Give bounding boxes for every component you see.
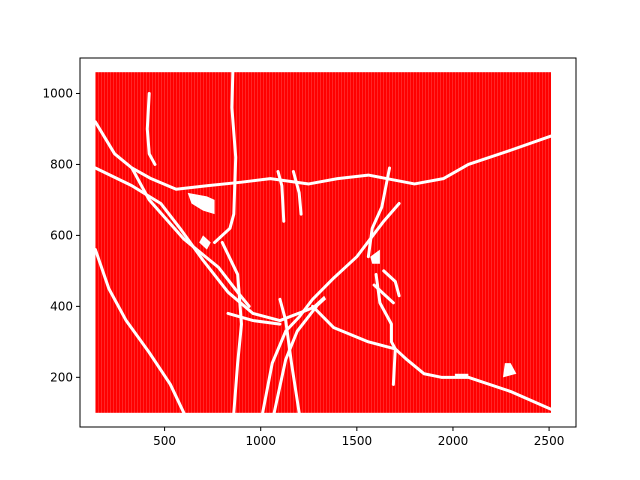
point-gap-blob [312,295,327,310]
point-gap-blob [454,373,469,378]
point-gap-path [226,311,282,326]
point-gap-blob [199,235,211,250]
point-gap-path [93,120,553,191]
point-gap-blob [370,249,380,264]
x-tick-label: 2000 [438,434,469,448]
x-tick-label: 1000 [245,434,276,448]
point-gap-path [382,269,401,298]
point-gap-path [372,283,395,305]
point-gap-path [374,272,397,386]
y-tick-label: 200 [50,370,73,384]
y-tick-label: 1000 [42,86,73,100]
x-tick-label: 1500 [342,434,373,448]
y-tick-label: 800 [50,157,73,171]
y-tick-label: 400 [50,299,73,313]
scatter-layer [95,72,552,413]
x-tick-label: 500 [153,434,176,448]
point-gap-path [145,91,157,166]
point-gap-path [261,201,401,415]
scatter-points [95,72,552,413]
point-gap-path [366,166,392,259]
point-gap-path [291,170,303,216]
point-gap-blob [502,363,517,378]
point-gap-path [93,166,318,323]
point-gap-path [311,304,553,411]
gap-layer [93,70,553,415]
point-gap-path [220,241,243,415]
point-gap-path [93,248,186,415]
point-gap-path [213,70,238,244]
point-gap-blob [187,192,215,215]
x-axis-ticks: 500 1000 1500 2000 2500 [153,427,564,448]
y-axis-ticks: 200 400 600 800 1000 [42,86,80,384]
axes-frame [79,57,577,428]
point-gap-path [276,170,286,223]
point-gap-path [272,304,318,415]
y-tick-label: 600 [50,228,73,242]
point-gap-path [278,297,301,415]
x-tick-label: 2500 [534,434,565,448]
